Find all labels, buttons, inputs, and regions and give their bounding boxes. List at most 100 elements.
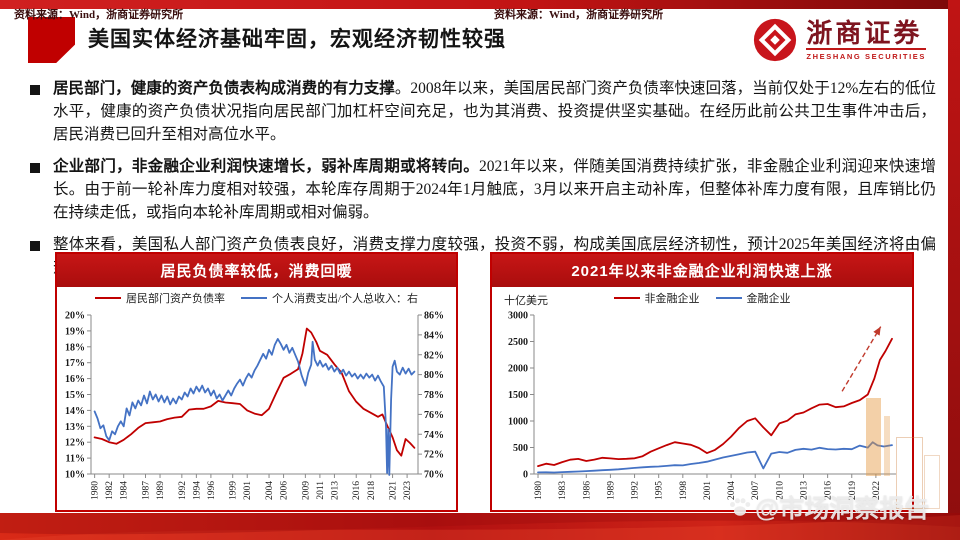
svg-text:19%: 19% [65,326,85,337]
legend-item: 居民部门资产负债率 [94,290,225,306]
blue-line-swatch [715,297,742,299]
bullet-marker [30,162,40,173]
svg-text:1500: 1500 [508,390,528,401]
svg-text:500: 500 [513,443,528,454]
svg-text:13%: 13% [65,422,85,433]
svg-text:2007: 2007 [751,481,761,500]
bullet-list: 居民部门，健康的资产负债表构成消费的有力支撑。2008年以来，美国居民部门资产负… [30,78,936,289]
svg-text:2004: 2004 [727,481,737,500]
source-note-right: 资料来源：Wind，浙商证券研究所 [494,9,664,21]
svg-text:76%: 76% [424,410,444,421]
bullet-bold: 企业部门，非金融企业利润快速增长，弱补库周期或将转向。 [53,157,479,175]
footer-band [0,513,960,540]
svg-text:1980: 1980 [534,481,544,500]
household-chart-legend: 居民部门资产负债率 个人消费支出/个人总收入：右 [57,287,456,309]
svg-text:12%: 12% [65,438,85,449]
svg-text:2009: 2009 [301,481,311,500]
bullet-marker [30,85,40,95]
svg-text:1000: 1000 [508,417,528,428]
svg-text:80%: 80% [424,370,444,381]
svg-text:2500: 2500 [508,337,528,348]
svg-text:1986: 1986 [582,481,592,500]
bullet-bold: 居民部门，健康的资产负债表构成消费的有力支撑 [53,80,395,97]
svg-text:1998: 1998 [679,481,689,500]
corporate-chart-svg: 0 500 1000 1500 2000 2500 3000 1980 1983 1986 1989… [508,311,896,500]
logo-name-en: ZHESHANG SECURITIES [806,48,926,61]
logo-name-cn: 浙商证券 [806,17,923,48]
legend-label: 金融企业 [746,293,791,305]
svg-text:1994: 1994 [192,481,202,500]
svg-text:3000: 3000 [508,311,528,322]
svg-text:1982: 1982 [105,481,115,500]
blue-line-swatch [240,297,267,299]
legend-label: 非金融企业 [644,293,700,305]
svg-text:2021: 2021 [389,481,399,500]
svg-text:2001: 2001 [243,481,253,500]
svg-text:2010: 2010 [775,481,785,500]
svg-text:10%: 10% [65,470,85,481]
svg-text:17%: 17% [65,358,85,369]
svg-text:1980: 1980 [91,481,101,500]
svg-text:1989: 1989 [606,481,616,500]
svg-text:2013: 2013 [330,481,340,500]
corporate-profit-chart-panel: 2021年以来非金融企业利润快速上涨 十亿美元 非金融企业 金融企业 0 500 1… [490,252,914,512]
svg-text:2016: 2016 [352,481,362,500]
svg-text:15%: 15% [65,390,85,401]
svg-text:82%: 82% [424,350,444,361]
svg-text:1992: 1992 [178,481,188,500]
svg-text:2022: 2022 [872,481,882,500]
svg-text:1995: 1995 [655,481,665,500]
red-line-swatch [94,297,121,299]
header: 美国实体经济基础牢固，宏观经济韧性较强 浙商证券 ZHESHANG SECURI… [0,9,948,71]
footer-band-graphic [0,513,960,540]
svg-text:86%: 86% [424,311,444,322]
svg-text:84%: 84% [424,330,444,341]
bullet-item-corporates: 企业部门，非金融企业利润快速增长，弱补库周期或将转向。2021年以来，伴随美国消… [30,156,936,225]
svg-text:18%: 18% [65,342,85,353]
bullet-body: 。2008年以来，美国居民部门资产负债率快速回落，当前仅处于12%左右的低位水平… [53,80,936,143]
bullet-item-households: 居民部门，健康的资产负债表构成消费的有力支撑。2008年以来，美国居民部门资产负… [30,78,936,147]
svg-text:1999: 1999 [229,481,239,500]
bullet-text: 企业部门，非金融企业利润快速增长，弱补库周期或将转向。2021年以来，伴随美国消… [53,156,936,225]
svg-text:2000: 2000 [508,364,528,375]
legend-label: 个人消费支出/个人总收入：右 [271,293,419,305]
svg-text:1983: 1983 [558,481,568,500]
logo-text: 浙商证券 ZHESHANG SECURITIES [806,17,926,61]
paw-icon [730,498,751,516]
watermark-text: @市场洞察报告 [755,495,930,523]
corporate-chart-title: 2021年以来非金融企业利润快速上涨 [492,254,912,287]
legend-item: 非金融企业 [613,290,700,306]
svg-text:2011: 2011 [316,481,326,500]
svg-text:2013: 2013 [799,481,809,500]
svg-text:2001: 2001 [703,481,713,500]
household-chart-title: 居民负债率较低，消费回暖 [57,254,456,287]
svg-text:2023: 2023 [403,481,413,500]
svg-text:2006: 2006 [280,481,290,500]
svg-text:1992: 1992 [631,481,641,500]
zheshang-logo-icon [754,18,797,62]
svg-text:16%: 16% [65,374,85,385]
svg-text:70%: 70% [424,470,444,481]
svg-text:2016: 2016 [824,481,834,500]
source-note-left: 资料来源：Wind，浙商证券研究所 [14,9,184,21]
company-logo: 浙商证券 ZHESHANG SECURITIES [752,17,926,63]
legend-label: 居民部门资产负债率 [125,293,225,305]
svg-text:11%: 11% [66,454,85,465]
svg-text:0: 0 [523,470,528,481]
right-red-strip [948,0,960,540]
svg-text:72%: 72% [424,450,444,461]
page-title: 美国实体经济基础牢固，宏观经济韧性较强 [88,28,506,51]
svg-text:20%: 20% [65,311,85,322]
svg-text:2018: 2018 [367,481,377,500]
bullet-body: 2021年以来，伴随美国消费持续扩张，非金融企业利润迎来快速增长。由于前一轮补库… [53,157,936,221]
red-line-swatch [613,297,640,299]
top-red-strip [0,0,960,9]
svg-text:1996: 1996 [207,481,217,500]
svg-text:1984: 1984 [120,481,130,500]
bullet-text: 居民部门，健康的资产负债表构成消费的有力支撑。2008年以来，美国居民部门资产负… [53,78,936,147]
svg-text:2019: 2019 [848,481,858,500]
corporate-chart-legend: 十亿美元 非金融企业 金融企业 [492,287,912,309]
svg-text:1987: 1987 [142,481,152,500]
y-axis-unit-label: 十亿美元 [504,295,548,307]
